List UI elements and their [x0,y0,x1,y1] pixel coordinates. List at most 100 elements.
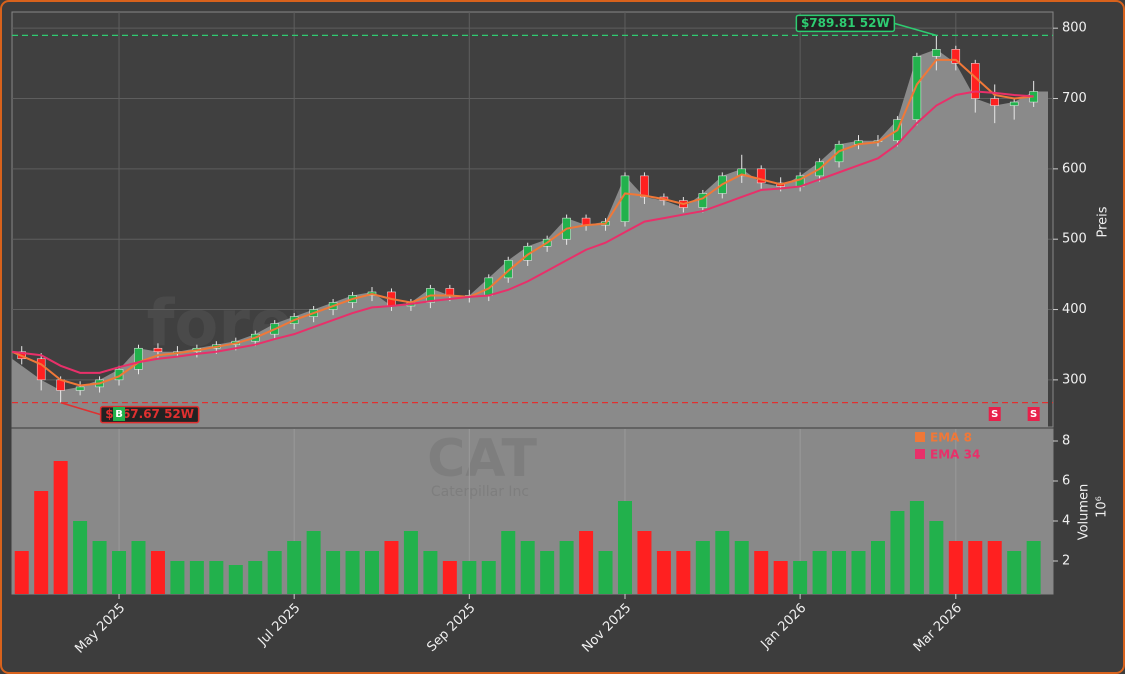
volume-bar [734,541,749,594]
volume-bar [1007,551,1022,594]
volume-bar [326,551,341,594]
y-tick-label: 800 [1062,21,1087,36]
candle-body [134,347,143,370]
volume-bar [131,541,146,594]
volume-bar [403,531,418,594]
volume-bar [228,565,243,594]
volume-bar [170,561,185,594]
volume-bar [598,551,613,594]
legend-label: EMA 8 [930,431,972,445]
volume-axis-label: Volumen [1077,484,1092,541]
volume-bar [812,551,827,594]
volume-bar [870,541,885,594]
candle-body [756,168,766,184]
volume-bar [53,461,68,594]
signal-badge [1027,407,1040,421]
legend-swatch [915,432,925,442]
volume-bar [267,551,282,594]
volume-bar [909,501,924,594]
legend-swatch [915,449,925,459]
volume-bar [462,561,477,594]
volume-bar [73,521,88,594]
y-axis-label: Preis [1096,206,1111,237]
annotation-box [99,405,200,424]
legend-label: EMA 34 [930,448,980,462]
ema-line [11,90,1034,374]
volume-bar [365,551,380,594]
volume-bar [832,551,847,594]
y-tick-label: 600 [1062,161,1087,176]
annotation-arrow [894,22,937,37]
signal-badge [113,407,126,421]
volume-bar [793,561,808,594]
candle-body [990,98,999,106]
volume-bar [442,561,457,594]
volume-bar [656,551,671,594]
y-tick-label: 300 [1062,372,1087,387]
volume-bar [715,531,730,594]
volume-bar [248,561,263,594]
annotation-arrow [60,401,101,416]
y-tick-label: 500 [1062,232,1087,247]
volume-bar [1026,541,1041,594]
volume-bar [948,541,963,594]
y-tick-label: 700 [1062,91,1087,106]
signal-label: B [115,409,123,420]
volume-bar [150,551,165,594]
annotation-label: $267.67 52W [105,407,194,421]
volume-bar [695,541,710,594]
volume-bar [579,531,594,594]
ticker-watermark: CAT [427,429,537,489]
volume-y-tick-label: 2 [1062,554,1070,569]
candle-body [932,49,941,57]
volume-bar [929,521,944,594]
volume-bar [851,551,866,594]
signal-label: S [1030,409,1037,420]
candle-body [951,49,961,64]
signal-label: S [991,409,998,420]
volume-bar [287,541,302,594]
volume-bar [890,511,905,594]
company-watermark: Caterpillar Inc [431,484,529,500]
candle-body [503,260,513,279]
candle-body [445,288,455,296]
candle-body [153,347,163,352]
candle-body [1009,101,1019,106]
candle-body [36,358,46,381]
ema-line [11,58,1034,387]
volume-bar [92,541,107,594]
candle-body [834,143,844,163]
volume-bar [34,491,49,594]
volume-bar [540,551,555,594]
volume-bar [617,501,632,594]
volume-bar [559,541,574,594]
volume-bar [14,551,29,594]
volume-bar [968,541,983,594]
volume-bar [676,551,691,594]
volume-bar [189,561,204,594]
volume-exponent: 10⁶ [1095,496,1110,518]
volume-bar [112,551,127,594]
volume-y-tick-label: 4 [1062,514,1070,529]
volume-bar [773,561,788,594]
candle-body [75,386,85,391]
volume-bar [637,531,652,594]
volume-bar [345,551,360,594]
volume-bar [384,541,399,594]
annotation-label: $789.81 52W [801,16,890,30]
volume-bar [423,551,438,594]
volume-bar [520,541,535,594]
volume-bar [306,531,321,594]
volume-y-tick-label: 6 [1062,474,1070,489]
candle-body [737,168,746,177]
volume-bar [501,531,516,594]
volume-bar [754,551,769,594]
candle-body [912,56,922,120]
volume-bar [209,561,224,594]
volume-bar [987,541,1002,594]
signal-badge [988,407,1001,421]
candle-body [640,175,649,198]
y-tick-label: 400 [1062,302,1087,317]
volume-y-tick-label: 8 [1062,434,1070,449]
